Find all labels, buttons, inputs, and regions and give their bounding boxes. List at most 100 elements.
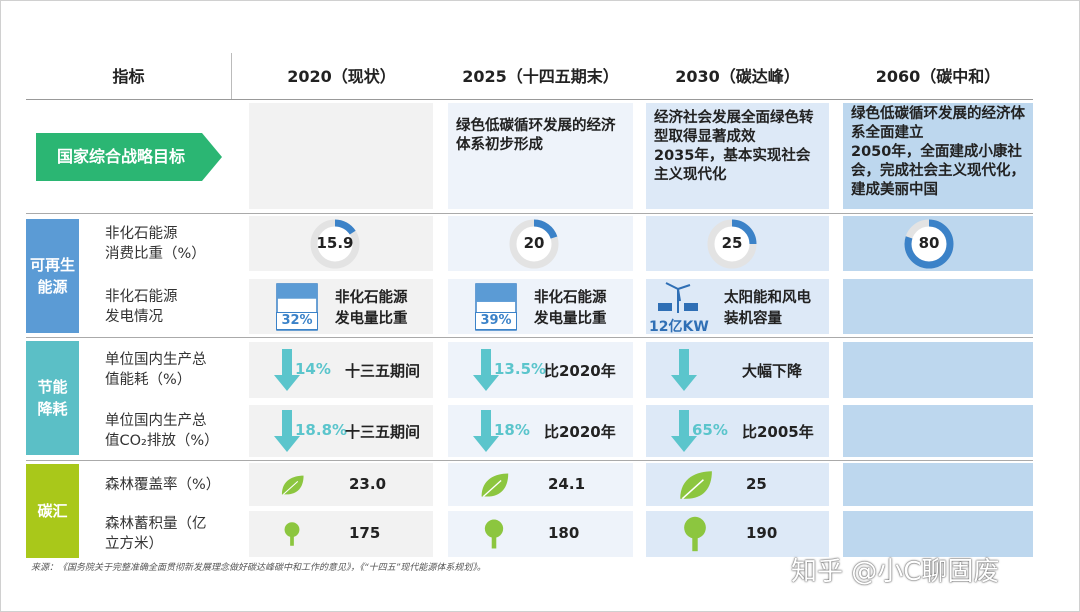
row-label-block: 非化石能源 发电情况 — [105, 287, 178, 327]
group-rule — [26, 213, 1033, 214]
cell-text: 非化石能源 — [534, 290, 607, 306]
donut-value: 15.9 — [316, 233, 354, 252]
arrow-shape — [274, 410, 300, 452]
share-fill — [277, 284, 317, 299]
donut-value: 25 — [721, 233, 743, 252]
group-box: 碳汇 — [26, 464, 79, 558]
leaf-vein — [681, 478, 704, 499]
row-cell — [646, 342, 829, 398]
row-cell — [646, 405, 829, 457]
tree-icon — [284, 522, 300, 546]
column-header: 2025（十四五期末） — [462, 67, 619, 86]
row-cell — [843, 342, 1033, 398]
cell-value: 23.0 — [349, 474, 387, 493]
group-label-block: 节能 降耗 — [37, 376, 67, 420]
row-cell — [448, 511, 633, 557]
donut-arc — [707, 219, 757, 268]
leaf-vein — [482, 479, 502, 497]
row-cell — [448, 405, 633, 457]
donut — [509, 219, 559, 268]
tree-crown — [684, 516, 706, 539]
group-rule — [26, 337, 1033, 338]
group-box: 节能 降耗 — [26, 341, 79, 455]
cell-text-block: 太阳能和风电 装机容量 — [724, 288, 811, 330]
goal-text: 2035年，基本实现社会主义现代化 — [654, 148, 811, 183]
row-label: 森林蓄积量（亿 — [105, 516, 207, 532]
row-cell — [249, 511, 433, 557]
strategy-label: 国家综合战略目标 — [56, 147, 185, 166]
group-label: 能源 — [37, 278, 68, 296]
group-label: 可再生 — [29, 256, 75, 274]
header-divider — [231, 53, 232, 99]
group-label-block: 碳汇 — [37, 500, 67, 522]
change-text: 比2020年 — [544, 423, 616, 441]
change-label: 18% — [494, 421, 530, 439]
donut-arc — [310, 219, 360, 268]
donut — [707, 219, 757, 268]
change-label: 65% — [692, 421, 728, 439]
change-text: 大幅下降 — [742, 362, 803, 380]
goal-text: 绿色低碳循环发展的经济体系初步形成 — [456, 118, 616, 153]
change-text: 比2020年 — [544, 362, 616, 380]
down-arrow — [274, 410, 300, 452]
change-text: 十三五期间 — [345, 423, 421, 441]
cell-text: 发电量比重 — [335, 311, 408, 327]
row-cell — [843, 405, 1033, 457]
row-cell — [646, 511, 829, 557]
column-header: 2020（现状） — [287, 67, 396, 86]
row-label: 单位国内生产总 — [105, 352, 207, 368]
cell-value: 24.1 — [548, 474, 586, 493]
row-cell — [249, 463, 433, 506]
row-label: 值CO₂排放（%） — [105, 433, 219, 449]
tree-crown — [284, 522, 300, 538]
down-arrow — [473, 349, 499, 391]
goal-text-block: 经济社会发展全面绿色转型取得显著成效 2035年，基本实现社会主义现代化 — [654, 109, 823, 185]
arrow-shape — [473, 410, 499, 452]
row-cell — [843, 279, 1033, 334]
arrow-shape — [473, 349, 499, 391]
change-text: 十三五期间 — [345, 362, 421, 380]
group-label: 降耗 — [37, 400, 68, 418]
cell-text: 太阳能和风电 — [724, 290, 811, 306]
row-label: 非化石能源 — [105, 225, 178, 242]
row-cell — [448, 342, 633, 398]
column-header: 2060（碳中和） — [875, 67, 1001, 86]
row-label: 森林覆盖率（%） — [105, 476, 221, 493]
group-rule — [26, 460, 1033, 461]
row-label-block: 非化石能源 消费比重（%） — [105, 224, 206, 264]
row-label: 非化石能源 — [105, 288, 178, 305]
cell-value: 190 — [746, 524, 778, 542]
change-label: 14% — [295, 360, 331, 378]
row-label: 单位国内生产总 — [105, 413, 207, 429]
leaf-shape — [481, 472, 509, 497]
cell-text: 装机容量 — [724, 311, 782, 327]
group-box: 可再生 能源 — [26, 219, 79, 333]
donut-value: 80 — [918, 233, 940, 252]
down-arrow — [473, 410, 499, 452]
cell-text-block: 非化石能源发电量比重 — [335, 288, 408, 330]
goal-text: 2050年，全面建成小康社会，完成社会主义现代化，建成美丽中国 — [851, 144, 1025, 198]
donut-arc — [509, 219, 559, 268]
row-cell — [646, 463, 829, 506]
change-text: 比2005年 — [742, 423, 814, 441]
row-cell — [249, 342, 433, 398]
tree-icon — [684, 516, 706, 552]
column-header: 指标 — [112, 67, 145, 86]
goal-text-block: 绿色低碳循环发展的经济体系初步形成 — [456, 117, 627, 155]
row-label: 立方米） — [105, 536, 163, 552]
tree-trunk — [692, 533, 698, 552]
share-label: 39% — [475, 312, 517, 330]
capacity-label: 12亿KW — [649, 319, 709, 335]
down-arrow — [671, 410, 697, 452]
cell-text: 非化石能源 — [335, 290, 408, 306]
leaf-icon — [481, 472, 509, 497]
cell-value: 25 — [746, 474, 767, 493]
row-cell — [448, 463, 633, 506]
goal-cell — [646, 103, 829, 209]
row-label: 发电情况 — [105, 308, 163, 325]
share-fill — [476, 284, 516, 302]
cell-text: 发电量比重 — [534, 311, 607, 327]
cell-value: 180 — [548, 524, 580, 542]
tree-crown — [484, 519, 504, 538]
goal-cell — [843, 103, 1033, 209]
